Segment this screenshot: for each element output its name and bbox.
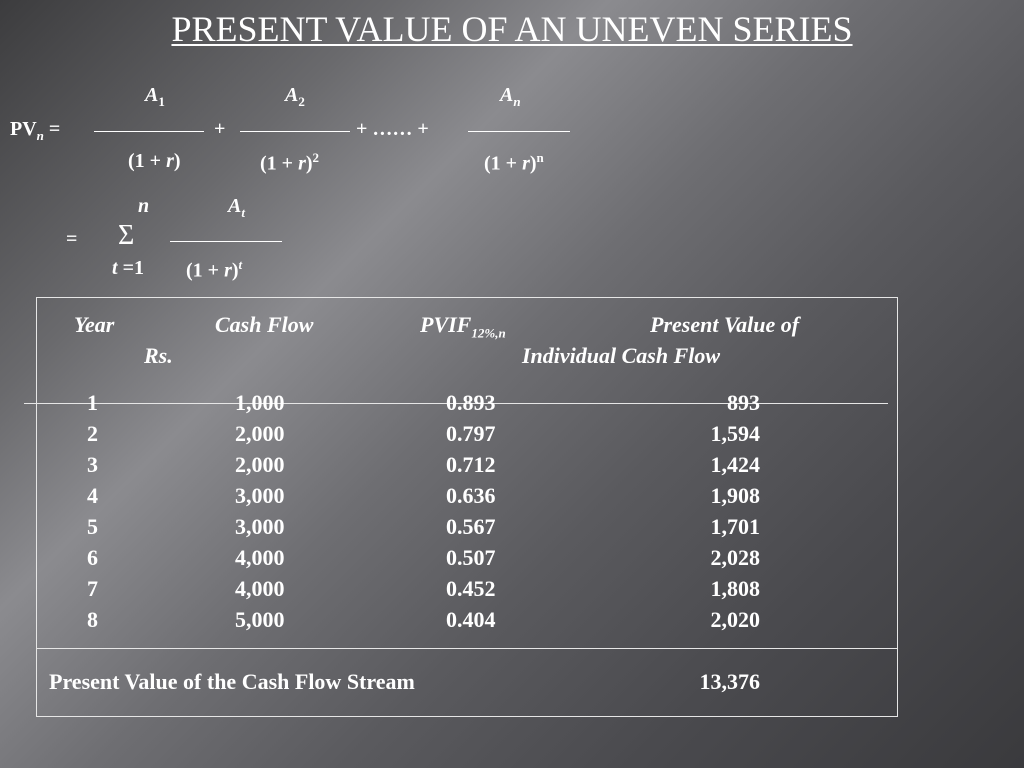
row-cash-flow: 4,000	[235, 545, 285, 570]
ellipsis-terms: + …… +	[356, 118, 429, 140]
row-cash-flow: 3,000	[235, 483, 285, 508]
row-pvif: 0.797	[446, 421, 496, 446]
row-present-value: 1,908	[710, 483, 761, 508]
row-year: 5	[87, 514, 98, 539]
header-present-value-line1: Present Value of	[650, 312, 800, 337]
row-pvif: 0.404	[446, 607, 496, 632]
denominator-1: (1 + r)	[128, 150, 181, 172]
plus-sign: +	[214, 118, 226, 140]
header-year: Year	[74, 312, 115, 337]
row-cash-flow: 2,000	[235, 452, 285, 477]
total-divider	[36, 648, 898, 649]
row-pvif: 0.636	[446, 483, 496, 508]
header-cash-flow-unit: Rs.	[144, 343, 173, 368]
row-year: 7	[87, 576, 98, 601]
sum-upper-limit: n	[138, 195, 150, 217]
row-present-value: 2,020	[710, 607, 761, 632]
row-pvif: 0.567	[446, 514, 496, 539]
total-value: 13,376	[699, 669, 761, 694]
row-present-value: 1,594	[710, 421, 761, 446]
row-present-value: 1,808	[710, 576, 761, 601]
sum-lower-limit: t =1	[112, 257, 144, 279]
row-cash-flow: 4,000	[235, 576, 285, 601]
row-cash-flow: 5,000	[235, 607, 285, 632]
denominator-2: (1 + r)2	[260, 150, 320, 175]
row-cash-flow: 3,000	[235, 514, 285, 539]
header-pvif: PVIF12%,n	[420, 312, 506, 341]
row-pvif: 0.452	[446, 576, 496, 601]
formula-lhs: PVn =	[10, 118, 61, 143]
fraction-bar-t	[170, 241, 282, 242]
fraction-bar-1	[94, 131, 204, 132]
row-year: 8	[87, 607, 98, 632]
denominator-n: (1 + r)n	[484, 150, 544, 175]
numerator-at: At	[228, 195, 245, 220]
denominator-t: (1 + r)t	[186, 257, 243, 282]
row-present-value: 1,424	[710, 452, 761, 477]
fraction-bar-2	[240, 131, 350, 132]
pv-table	[36, 297, 898, 717]
numerator-a1: A1	[145, 84, 165, 109]
row-pvif: 0.712	[446, 452, 496, 477]
row-year: 6	[87, 545, 98, 570]
row-pvif: 0.507	[446, 545, 496, 570]
total-label: Present Value of the Cash Flow Stream	[49, 669, 415, 694]
row-present-value: 2,028	[710, 545, 761, 570]
row-present-value: 893	[727, 390, 760, 415]
row-year: 4	[87, 483, 98, 508]
row-cash-flow: 2,000	[235, 421, 285, 446]
header-divider	[24, 403, 888, 404]
sigma-symbol: Σ	[118, 220, 135, 251]
row-year: 3	[87, 452, 98, 477]
fraction-bar-n	[468, 131, 570, 132]
row-year: 2	[87, 421, 98, 446]
sum-equals: =	[66, 228, 78, 250]
row-present-value: 1,701	[710, 514, 761, 539]
numerator-a2: A2	[285, 84, 305, 109]
row-cash-flow: 1,000	[235, 390, 285, 415]
page-title: PRESENT VALUE OF AN UNEVEN SERIES	[171, 9, 853, 49]
row-year: 1	[87, 390, 98, 415]
row-pvif: 0.893	[446, 390, 496, 415]
header-present-value-line2: Individual Cash Flow	[522, 343, 721, 368]
numerator-an: An	[500, 84, 521, 109]
header-cash-flow: Cash Flow	[215, 312, 314, 337]
